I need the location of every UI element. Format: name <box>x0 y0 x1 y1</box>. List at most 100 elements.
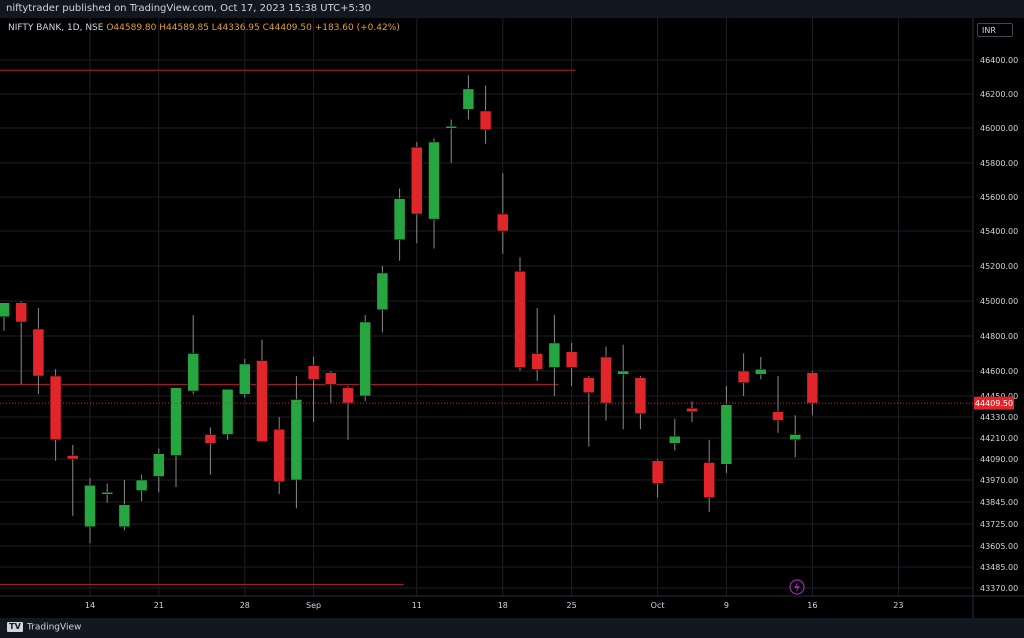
candle-body <box>101 492 113 495</box>
time-tick-label: 9 <box>724 601 729 610</box>
candle-body <box>703 462 715 498</box>
candle-body <box>153 453 165 477</box>
candle <box>651 459 664 498</box>
price-tick-label: 44090.00 <box>980 455 1018 464</box>
tradingview-logo[interactable]: TV TradingView <box>7 622 81 633</box>
candle <box>531 308 543 381</box>
candle <box>256 339 268 442</box>
price-tick-label: 45800.00 <box>980 159 1018 168</box>
candle <box>325 371 337 403</box>
candle-body <box>135 479 148 491</box>
grid-lines <box>0 18 973 596</box>
time-tick-label: 11 <box>412 601 422 610</box>
candle-body <box>531 353 543 370</box>
candle <box>617 344 629 430</box>
candle <box>669 418 681 451</box>
time-tick-label: 18 <box>498 601 508 610</box>
candle-body <box>600 356 612 404</box>
candle-body <box>187 353 199 392</box>
price-tick-label: 44600.00 <box>980 367 1018 376</box>
price-tick-label: 43605.00 <box>980 542 1018 551</box>
candle <box>411 142 423 244</box>
candle <box>307 357 320 423</box>
candle-body <box>755 369 767 375</box>
candle-body <box>84 485 96 527</box>
price-tick-label: 45600.00 <box>980 193 1018 202</box>
candle <box>204 427 217 475</box>
candle <box>634 376 647 430</box>
price-axis[interactable]: 46400.00 46200.00 46000.00 45800.00 45600.00… <box>980 56 1018 593</box>
candle-body <box>720 404 733 465</box>
footer-bar: TV TradingView <box>0 618 1024 638</box>
time-tick-label: 28 <box>240 601 250 610</box>
candle-body <box>772 411 784 421</box>
candle <box>755 357 767 380</box>
candle-body <box>445 126 457 129</box>
candle <box>15 301 27 385</box>
candle-body <box>342 387 354 404</box>
candle-body <box>514 271 526 368</box>
level-lines <box>0 69 576 585</box>
candle <box>548 315 561 396</box>
price-tick-label: 44210.00 <box>980 434 1018 443</box>
candle <box>49 369 62 461</box>
candle-body <box>634 377 647 414</box>
candle <box>428 138 440 249</box>
time-tick-label: Oct <box>651 601 665 610</box>
time-tick-label: 25 <box>567 601 577 610</box>
chart-area[interactable]: 46400.00 46200.00 46000.00 45800.00 45600.00… <box>0 18 1024 618</box>
candlestick-chart[interactable]: 46400.00 46200.00 46000.00 45800.00 45600.00… <box>0 18 1024 618</box>
price-tick-label: 46200.00 <box>980 90 1018 99</box>
last-price-label: 44409.50 <box>975 399 1013 408</box>
candle <box>462 75 475 120</box>
price-tick-label: 43845.00 <box>980 498 1018 507</box>
time-tick-label: 14 <box>85 601 95 610</box>
candle <box>135 474 148 502</box>
candle-body <box>737 370 750 383</box>
symbol-name: NIFTY BANK, 1D, NSE <box>8 23 104 33</box>
candle <box>239 358 251 398</box>
candle <box>67 445 79 516</box>
candle-body <box>15 302 27 323</box>
candle <box>187 315 199 395</box>
candle-body <box>170 387 182 456</box>
candle-body <box>393 198 406 240</box>
price-tick-label: 46400.00 <box>980 56 1018 65</box>
candle-body <box>462 88 475 110</box>
last-price-marker: 44409.50 <box>0 396 1014 410</box>
candle <box>359 315 371 402</box>
candle <box>789 415 801 458</box>
candle <box>0 302 10 331</box>
candle <box>703 439 715 513</box>
candle-body <box>411 147 423 215</box>
price-tick-label: 43970.00 <box>980 476 1018 485</box>
publish-info-bar: niftytrader published on TradingView.com… <box>0 0 1024 18</box>
candle-body <box>651 460 664 484</box>
candle-body <box>118 504 131 527</box>
publish-info-text: niftytrader published on TradingView.com… <box>6 3 371 14</box>
currency-badge[interactable]: INR <box>977 23 1013 37</box>
candle <box>273 417 285 495</box>
candle <box>600 346 612 421</box>
symbol-legend: NIFTY BANK, 1D, NSE O44589.80 H44589.85 … <box>8 23 400 33</box>
price-tick-label: 45400.00 <box>980 227 1018 236</box>
candle <box>514 257 526 371</box>
lightning-icon[interactable] <box>789 579 805 595</box>
candle-body <box>49 375 62 440</box>
time-axis[interactable]: 14 21 28 Sep 11 18 25 Oct 9 16 23 <box>85 601 904 610</box>
candles <box>0 75 819 544</box>
candle-body <box>583 377 595 393</box>
candle <box>565 343 578 386</box>
candle <box>720 386 733 473</box>
candle-body <box>307 365 320 380</box>
candle-body <box>479 110 492 130</box>
candle-body <box>204 434 217 444</box>
candle-body <box>548 342 561 368</box>
candle <box>84 478 96 544</box>
price-tick-label: 44330.00 <box>980 413 1018 422</box>
price-tick-label: 45000.00 <box>980 297 1018 306</box>
candle-body <box>428 141 440 220</box>
candle <box>583 376 595 447</box>
brand-name: TradingView <box>27 622 82 633</box>
price-tick-label: 43370.00 <box>980 584 1018 593</box>
